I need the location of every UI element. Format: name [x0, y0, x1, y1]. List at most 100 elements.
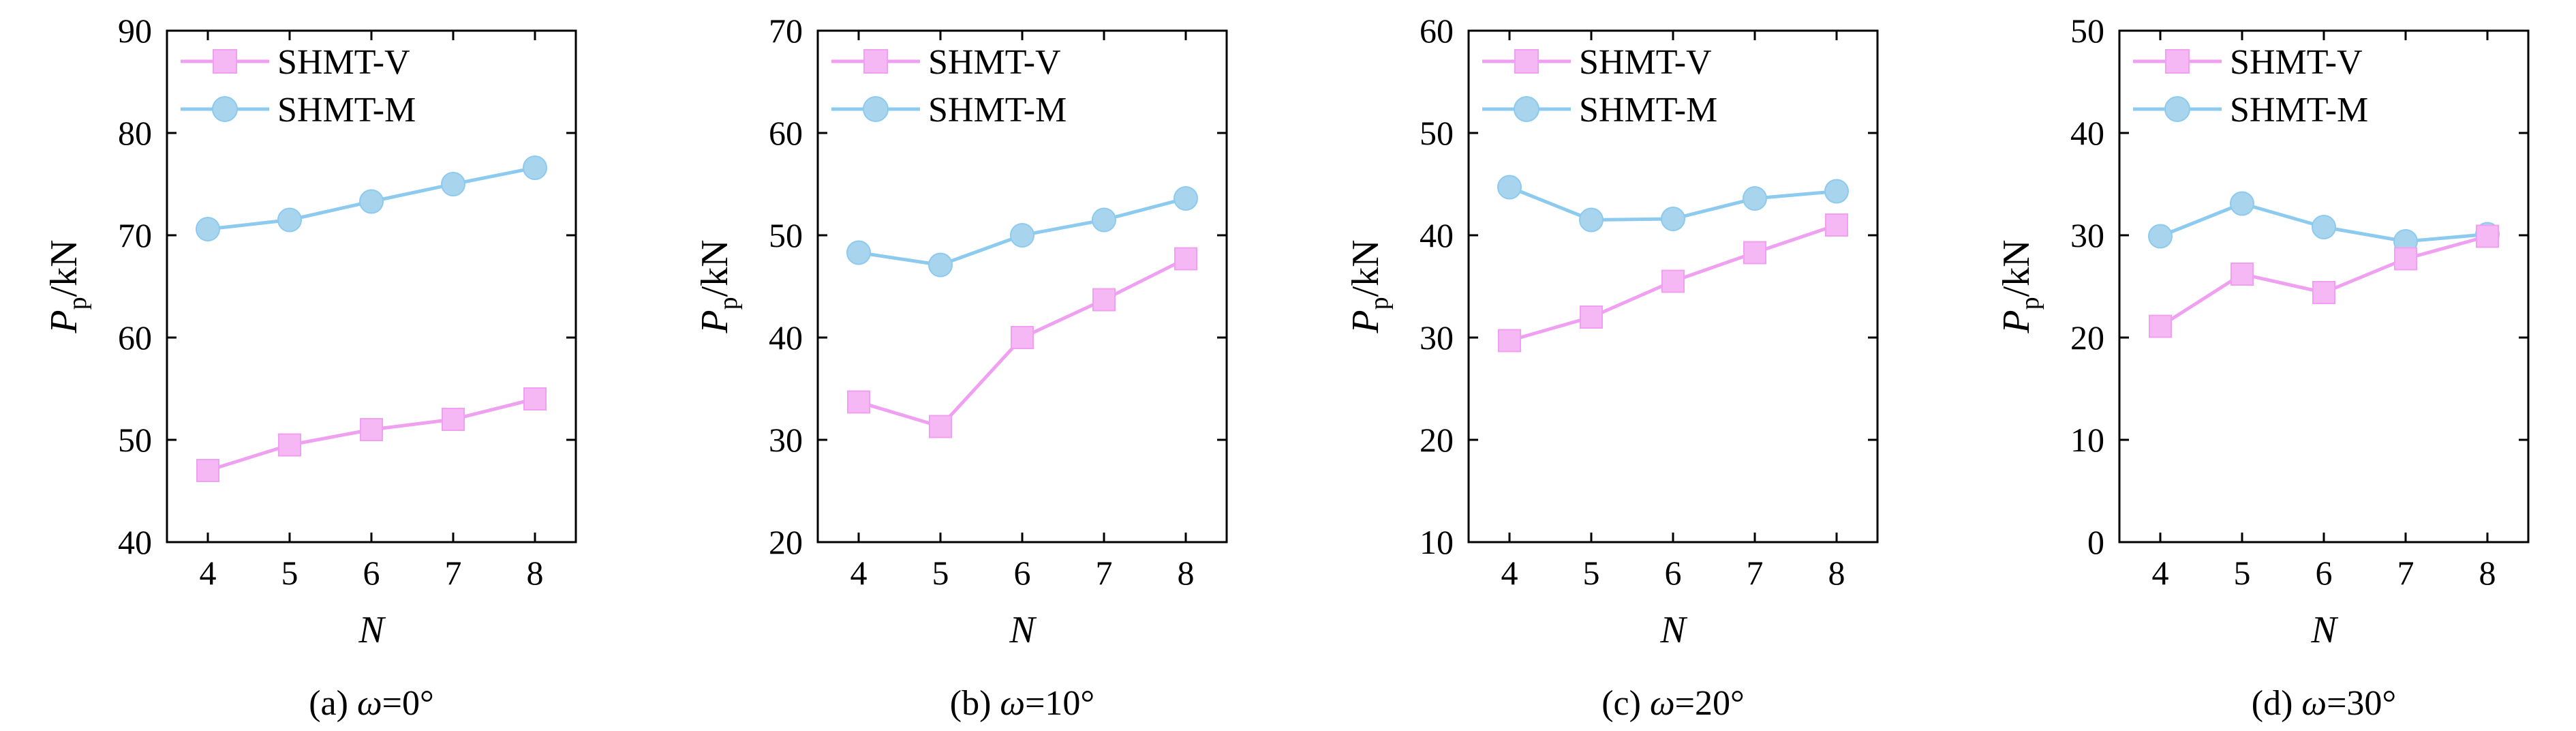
- x-tick-label: 5: [932, 554, 949, 592]
- data-point-square: [2230, 263, 2254, 286]
- x-tick-label: 6: [2316, 554, 2333, 592]
- legend-marker-circle: [1514, 96, 1539, 122]
- panel-caption: (a) ω=0°: [309, 684, 434, 723]
- x-axis-label: N: [1009, 609, 1037, 651]
- x-tick-label: 6: [1014, 554, 1031, 592]
- data-point-square: [1174, 247, 1197, 271]
- legend-label: SHMT-V: [2230, 43, 2363, 82]
- y-tick-label: 40: [769, 318, 803, 357]
- y-axis-label-main: P: [1995, 310, 2038, 333]
- caption-symbol: ω: [1000, 684, 1025, 723]
- x-tick-label: 8: [1178, 554, 1195, 592]
- data-point-circle: [441, 172, 465, 196]
- data-point-circle: [1010, 223, 1034, 248]
- y-tick-label: 60: [769, 114, 803, 152]
- x-tick-label: 8: [1828, 554, 1845, 592]
- legend-marker-square: [863, 49, 888, 74]
- data-point-square: [360, 418, 383, 441]
- y-tick-label: 10: [1420, 523, 1454, 561]
- data-point-square: [2394, 247, 2417, 271]
- legend-marker-square: [2165, 49, 2190, 74]
- y-tick-label: 50: [2070, 12, 2104, 50]
- data-point-circle: [1497, 175, 1522, 200]
- panel-caption: (d) ω=30°: [2252, 684, 2396, 723]
- y-axis-label: Pp/kN: [694, 239, 743, 333]
- data-point-circle: [359, 189, 384, 214]
- data-point-circle: [196, 217, 220, 241]
- y-tick-label: 20: [1420, 421, 1454, 459]
- legend-label: SHMT-M: [928, 91, 1067, 130]
- data-point-circle: [1092, 207, 1116, 233]
- caption-suffix: =10°: [1025, 684, 1094, 723]
- legend-marker-square: [213, 49, 237, 74]
- y-tick-label: 70: [118, 216, 152, 254]
- x-axis-label: N: [1659, 609, 1687, 651]
- y-axis-label: Pp/kN: [43, 239, 92, 333]
- y-tick-label: 0: [2087, 523, 2104, 561]
- y-tick-label: 30: [2070, 216, 2104, 254]
- caption-prefix: (b): [950, 684, 1000, 723]
- y-tick-label: 70: [769, 12, 803, 50]
- chart-panel: 0 10 20 30 40 50 4 5 6 7 8 N Pp/kN SHMT-V SHMT-M (d) ω=…: [1995, 12, 2530, 723]
- data-point-circle: [846, 240, 871, 265]
- legend-label: SHMT-M: [2230, 91, 2368, 130]
- x-tick-label: 7: [2397, 554, 2414, 592]
- y-axis-label: Pp/kN: [1345, 239, 1394, 333]
- data-point-circle: [1661, 207, 1685, 231]
- legend-marker-circle: [212, 96, 238, 122]
- data-point-square: [523, 387, 547, 411]
- x-tick-label: 7: [445, 554, 462, 592]
- data-point-square: [278, 433, 301, 457]
- panel-caption: (b) ω=10°: [950, 684, 1094, 723]
- x-tick-label: 7: [1096, 554, 1113, 592]
- x-tick-label: 4: [200, 554, 217, 592]
- y-axis-label-sub: p: [2016, 297, 2044, 310]
- x-axis-label: N: [358, 609, 386, 651]
- caption-suffix: =20°: [1675, 684, 1745, 723]
- x-tick-label: 4: [1501, 554, 1518, 592]
- caption-prefix: (d): [2252, 684, 2302, 723]
- x-tick-label: 5: [2234, 554, 2251, 592]
- data-point-circle: [2230, 191, 2254, 216]
- y-axis-label-main: P: [1345, 310, 1387, 333]
- y-tick-label: 40: [1420, 216, 1454, 254]
- y-axis-label-sub: p: [63, 297, 92, 310]
- y-tick-label: 50: [769, 216, 803, 254]
- y-tick-label: 30: [769, 421, 803, 459]
- y-tick-label: 40: [2070, 114, 2104, 152]
- data-point-square: [847, 390, 870, 414]
- caption-suffix: =0°: [382, 684, 434, 723]
- legend-marker-circle: [2164, 96, 2190, 122]
- x-tick-label: 4: [2152, 554, 2169, 592]
- y-tick-label: 60: [118, 318, 152, 357]
- data-point-circle: [1579, 207, 1604, 233]
- y-tick-label: 50: [1420, 114, 1454, 152]
- y-tick-label: 20: [769, 523, 803, 561]
- legend-marker-circle: [863, 96, 889, 122]
- y-axis-label: Pp/kN: [1995, 239, 2044, 333]
- y-axis-label-main: P: [694, 310, 736, 333]
- data-point-circle: [1824, 179, 1849, 204]
- chart-panel: 40 50 60 70 80 90 4 5 6 7 8 N Pp/kN SHMT-V SHMT-M (a) ω…: [43, 12, 577, 723]
- data-point-square: [2312, 281, 2335, 304]
- y-tick-label: 50: [118, 421, 152, 459]
- y-axis-label-unit: /kN: [694, 239, 736, 297]
- y-axis-label-sub: p: [1365, 297, 1394, 310]
- legend-label: SHMT-M: [1579, 91, 1717, 130]
- caption-suffix: =30°: [2327, 684, 2396, 723]
- y-tick-label: 60: [1420, 12, 1454, 50]
- x-tick-label: 5: [1583, 554, 1600, 592]
- legend-label: SHMT-V: [277, 43, 410, 82]
- legend-marker-square: [1514, 49, 1539, 74]
- data-point-square: [1092, 288, 1116, 312]
- data-point-square: [1498, 329, 1521, 353]
- data-point-square: [1825, 213, 1848, 237]
- x-tick-label: 8: [2479, 554, 2496, 592]
- legend-label: SHMT-V: [928, 43, 1061, 82]
- data-point-circle: [277, 207, 302, 233]
- y-axis-label-unit: /kN: [1995, 239, 2038, 297]
- caption-symbol: ω: [1650, 684, 1675, 723]
- x-tick-label: 6: [1665, 554, 1682, 592]
